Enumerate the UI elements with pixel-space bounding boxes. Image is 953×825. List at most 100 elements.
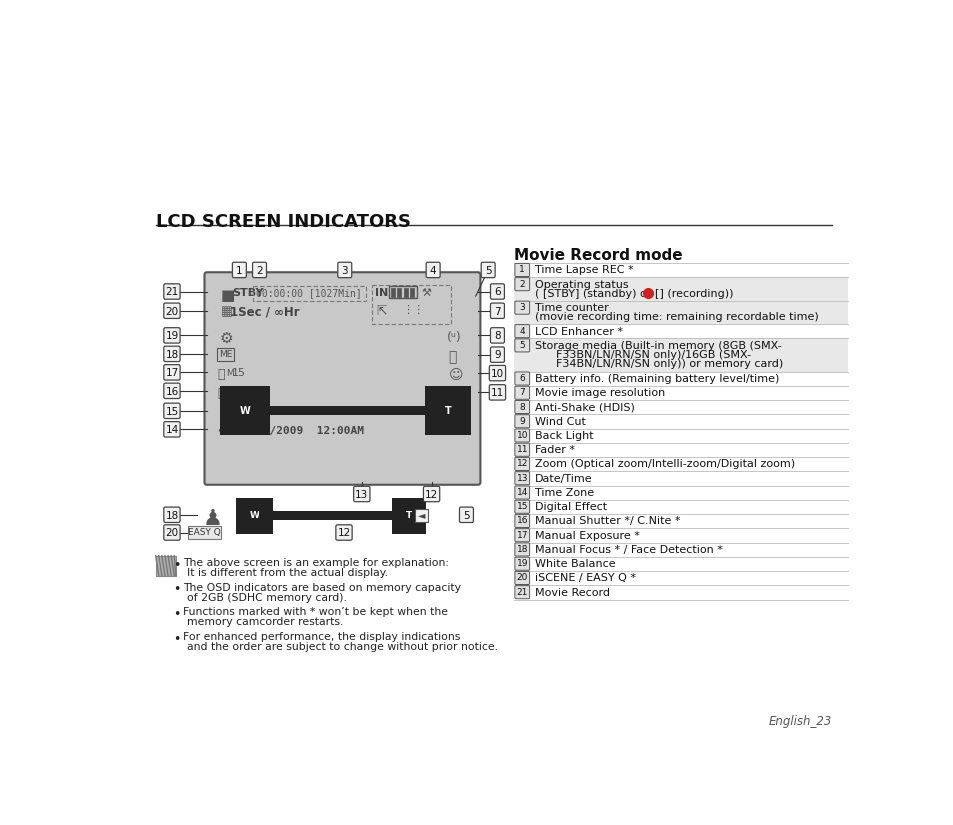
Text: 11: 11 — [490, 388, 503, 398]
FancyBboxPatch shape — [164, 328, 180, 343]
Text: F34BN/LN/RN/SN only)) or memory card): F34BN/LN/RN/SN only)) or memory card) — [534, 359, 782, 370]
Text: LCD SCREEN INDICATORS: LCD SCREEN INDICATORS — [155, 213, 410, 231]
Text: |❙|: |❙| — [450, 389, 469, 402]
Bar — [514, 277, 847, 301]
Text: Time Zone: Time Zone — [534, 488, 593, 497]
Text: Manual Exposure *: Manual Exposure * — [534, 530, 639, 540]
Text: ] (recording)): ] (recording)) — [656, 289, 733, 299]
Text: of 2GB (SDHC memory card).: of 2GB (SDHC memory card). — [187, 592, 347, 602]
Text: ✈: ✈ — [217, 426, 228, 438]
Text: Back Light: Back Light — [534, 431, 593, 441]
FancyBboxPatch shape — [515, 339, 529, 352]
Text: M: M — [226, 370, 233, 379]
Text: 9: 9 — [518, 417, 524, 426]
FancyBboxPatch shape — [164, 507, 180, 522]
Text: The OSD indicators are based on memory capacity: The OSD indicators are based on memory c… — [183, 582, 460, 592]
Text: 14: 14 — [516, 488, 527, 497]
FancyBboxPatch shape — [459, 507, 473, 522]
Text: The above screen is an example for explanation:: The above screen is an example for expla… — [183, 558, 448, 568]
Text: 1Sec / ∞Hr: 1Sec / ∞Hr — [230, 305, 299, 318]
Text: 11: 11 — [516, 446, 527, 455]
Text: 12: 12 — [424, 490, 437, 500]
Text: (movie recording time: remaining recordable time): (movie recording time: remaining recorda… — [534, 313, 818, 323]
Text: Ⓜ: Ⓜ — [217, 369, 225, 381]
FancyBboxPatch shape — [515, 529, 529, 542]
FancyBboxPatch shape — [515, 443, 529, 456]
FancyBboxPatch shape — [164, 403, 180, 418]
FancyBboxPatch shape — [164, 303, 180, 318]
Text: 15: 15 — [516, 502, 527, 512]
Text: 18: 18 — [165, 511, 178, 521]
Text: ⏱: ⏱ — [217, 387, 225, 400]
Text: 17: 17 — [516, 530, 527, 540]
Text: EASY Q: EASY Q — [188, 528, 221, 537]
Text: 1: 1 — [235, 266, 242, 276]
FancyBboxPatch shape — [515, 324, 529, 337]
Text: 16: 16 — [516, 516, 527, 526]
Bar — [258, 511, 402, 521]
Text: 7: 7 — [494, 307, 500, 317]
FancyBboxPatch shape — [515, 263, 529, 276]
Text: (ᵘ): (ᵘ) — [447, 331, 461, 344]
Text: ME: ME — [218, 350, 232, 359]
Text: Anti-Shake (HDIS): Anti-Shake (HDIS) — [534, 403, 634, 412]
FancyBboxPatch shape — [354, 486, 370, 502]
Text: •: • — [173, 608, 181, 621]
Text: 9: 9 — [494, 351, 500, 361]
Text: ⋮⋮: ⋮⋮ — [402, 305, 424, 315]
Text: English_23: English_23 — [768, 715, 831, 728]
Text: Zoom (Optical zoom/Intelli-zoom/Digital zoom): Zoom (Optical zoom/Intelli-zoom/Digital … — [534, 460, 794, 469]
Text: 6: 6 — [494, 287, 500, 297]
FancyBboxPatch shape — [515, 543, 529, 556]
Text: T: T — [406, 511, 412, 520]
FancyBboxPatch shape — [415, 509, 428, 521]
Text: ⇱: ⇱ — [375, 305, 386, 318]
Bar — [391, 288, 395, 297]
Text: ◄: ◄ — [417, 511, 425, 521]
FancyBboxPatch shape — [426, 262, 439, 278]
Text: It is different from the actual display.: It is different from the actual display. — [187, 568, 388, 578]
Text: 21: 21 — [165, 287, 178, 297]
Text: 18: 18 — [516, 545, 527, 554]
Text: 2: 2 — [518, 280, 524, 289]
Text: ■: ■ — [220, 289, 234, 304]
Bar — [403, 288, 407, 297]
FancyBboxPatch shape — [490, 347, 504, 362]
Text: Time Lapse REC *: Time Lapse REC * — [534, 266, 633, 276]
FancyBboxPatch shape — [515, 472, 529, 485]
FancyBboxPatch shape — [480, 262, 495, 278]
FancyBboxPatch shape — [515, 429, 529, 442]
FancyBboxPatch shape — [515, 372, 529, 385]
Text: 7: 7 — [518, 389, 524, 398]
Text: 19: 19 — [165, 331, 178, 342]
Text: Manual Shutter */ C.Nite *: Manual Shutter */ C.Nite * — [534, 516, 679, 526]
Text: LCD Enhancer *: LCD Enhancer * — [534, 327, 622, 337]
Text: IN: IN — [375, 288, 388, 298]
Text: JAN/01/2009  12:00AM: JAN/01/2009 12:00AM — [229, 427, 363, 436]
Text: 1/30: 1/30 — [232, 387, 254, 397]
FancyBboxPatch shape — [335, 525, 352, 540]
Bar — [252, 406, 441, 416]
Text: W: W — [239, 406, 250, 416]
Text: 4: 4 — [518, 327, 524, 336]
Text: and the order are subject to change without prior notice.: and the order are subject to change with… — [187, 642, 497, 652]
Text: Date/Time: Date/Time — [534, 474, 592, 483]
Bar — [514, 301, 847, 324]
Text: M: M — [226, 388, 233, 397]
Text: 10: 10 — [516, 431, 527, 440]
Text: ♟: ♟ — [203, 509, 223, 529]
Text: 13: 13 — [355, 490, 368, 500]
Bar — [397, 288, 401, 297]
FancyBboxPatch shape — [164, 525, 180, 540]
Text: 2: 2 — [256, 266, 263, 276]
Text: 14: 14 — [165, 425, 178, 435]
Text: 15: 15 — [165, 407, 178, 417]
Text: Battery info. (Remaining battery level/time): Battery info. (Remaining battery level/t… — [534, 374, 779, 384]
Text: W: W — [249, 511, 259, 520]
Text: 3: 3 — [518, 303, 524, 312]
Text: 16: 16 — [165, 387, 178, 397]
FancyBboxPatch shape — [490, 303, 504, 318]
FancyBboxPatch shape — [515, 386, 529, 399]
FancyBboxPatch shape — [164, 365, 180, 380]
FancyBboxPatch shape — [515, 415, 529, 428]
